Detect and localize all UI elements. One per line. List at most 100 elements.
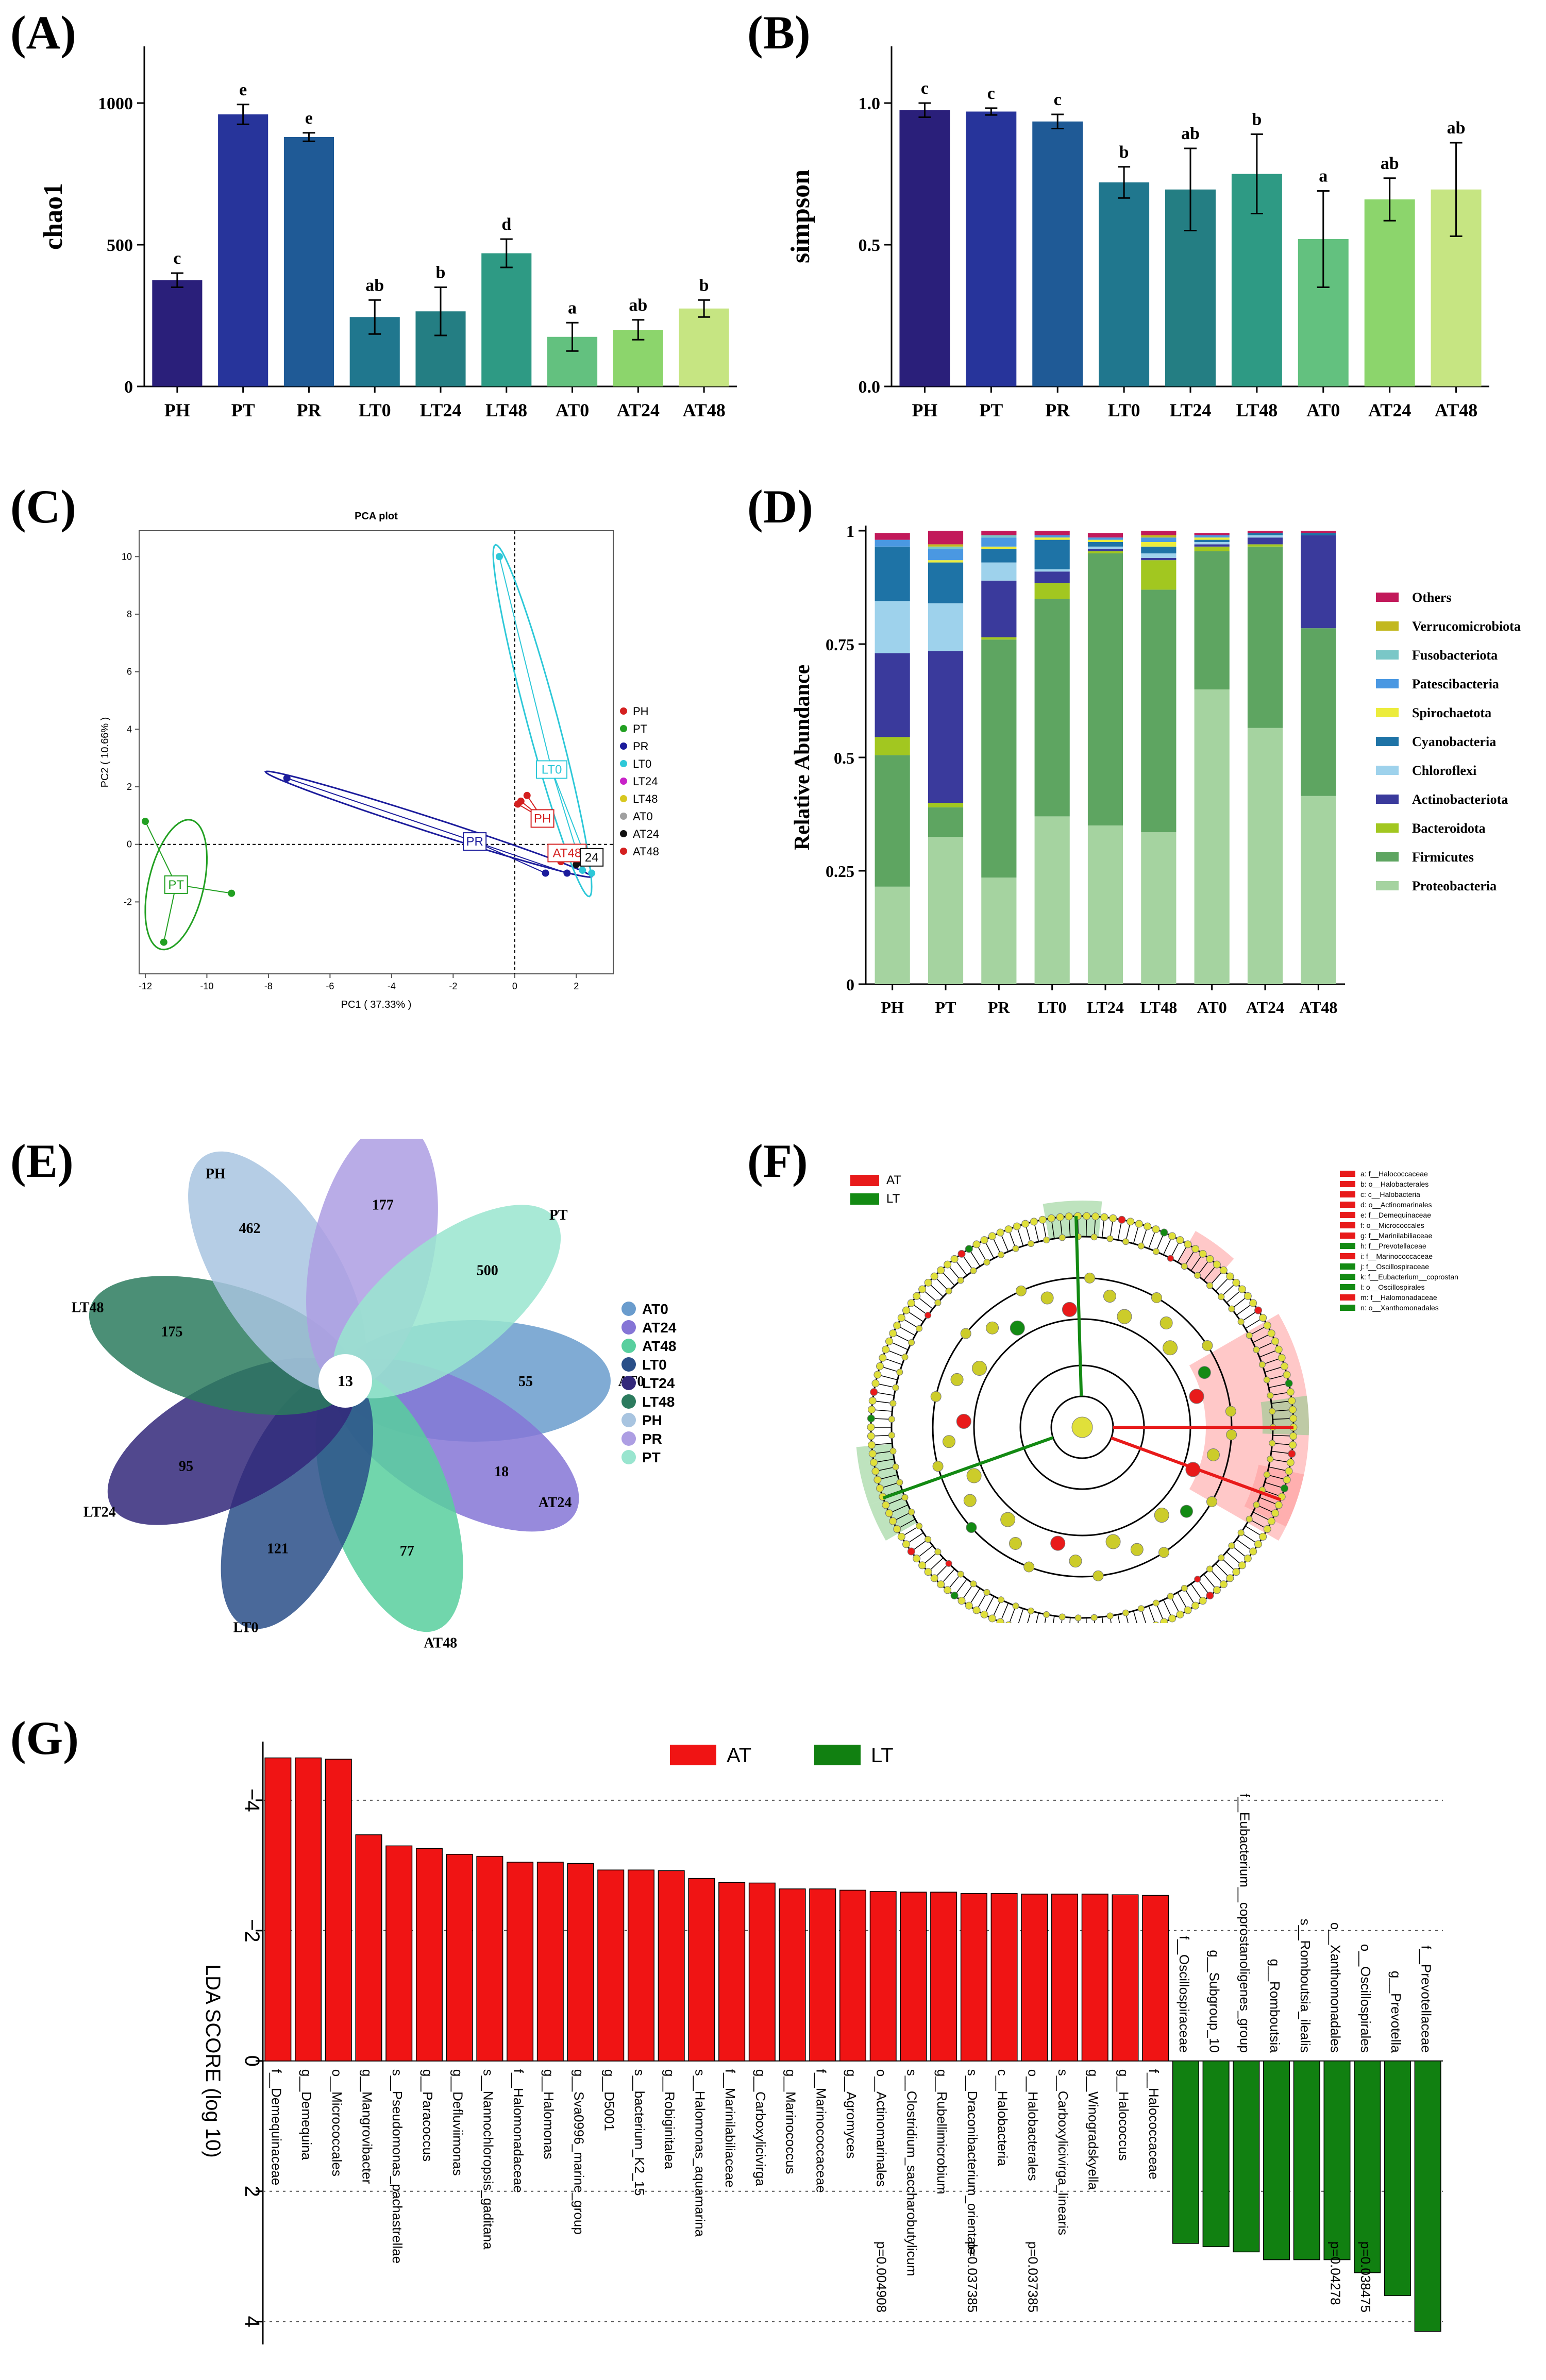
segment-patescibacteria bbox=[1034, 535, 1070, 538]
taxon-node bbox=[945, 1560, 952, 1567]
legend-label-spirochaetota: Spirochaetota bbox=[1412, 705, 1491, 720]
bar-g-d5001 bbox=[597, 1869, 625, 2062]
bar-s-romboutsia-ilealis bbox=[1293, 2061, 1320, 2260]
x-tick-label: AT24 bbox=[617, 400, 660, 420]
taxon-node bbox=[972, 1360, 987, 1376]
clade-swatch bbox=[1340, 1181, 1355, 1187]
taxon-node bbox=[944, 1586, 952, 1594]
taxon-node bbox=[1047, 1214, 1055, 1222]
spoke-pr bbox=[287, 778, 475, 842]
bar-lt48 bbox=[481, 253, 532, 386]
taxon-node bbox=[1254, 1540, 1262, 1548]
segment-chloroflexi bbox=[1141, 553, 1177, 558]
x-tick-label: -10 bbox=[200, 981, 213, 991]
segment-others bbox=[1247, 531, 1283, 533]
legend-label-cyanobacteria: Cyanobacteria bbox=[1412, 734, 1496, 749]
legend-marker-ph bbox=[621, 1413, 636, 1427]
branch bbox=[1044, 1614, 1047, 1623]
y-tick-label: −2 bbox=[241, 1919, 263, 1943]
taxon-node bbox=[1206, 1592, 1214, 1600]
bar-o-xanthomonadales bbox=[1323, 2061, 1351, 2260]
taxon-node bbox=[901, 1494, 909, 1501]
significance-letter: ab bbox=[1181, 124, 1200, 143]
significance-letter: e bbox=[239, 80, 247, 99]
y-tick-label: 2 bbox=[127, 782, 132, 792]
legend-swatch-bacteroidota bbox=[1376, 823, 1399, 833]
relative-abundance-stacked-bar: 0 0.25 0.5 0.75 1 Relative Abundance PH PT PR LT0… bbox=[791, 522, 1521, 1015]
taxon-node bbox=[1225, 1406, 1236, 1417]
bar-g-halomonas bbox=[536, 1862, 564, 2062]
legend-label-bacteroidota: Bacteroidota bbox=[1412, 821, 1486, 836]
taxon-label: o__Oscillospirales bbox=[1358, 1944, 1373, 2053]
taxon-label: o__Actinomarinales bbox=[874, 2069, 889, 2187]
taxon-label: f__Eubacterium__coprostanoligenes_group bbox=[1237, 1794, 1252, 2053]
taxon-node bbox=[1285, 1467, 1293, 1475]
x-tick-label: PT bbox=[935, 998, 956, 1015]
taxon-node bbox=[1137, 1242, 1145, 1250]
taxon-node bbox=[1027, 1240, 1034, 1247]
bar-f-marinilabiliaceae bbox=[718, 1882, 746, 2062]
taxon-node bbox=[925, 1535, 932, 1543]
significance-letter: b bbox=[1252, 110, 1262, 129]
taxon-node bbox=[1152, 1621, 1160, 1623]
taxon-node bbox=[965, 1245, 973, 1253]
taxon-node bbox=[1259, 1532, 1267, 1541]
group-label-pr: PR bbox=[466, 835, 483, 849]
lda-score-bar-chart: −4 −2 0 2 4 LDA SCORE (log 10) f__Demequinacea… bbox=[201, 1742, 1443, 2344]
taxon-node bbox=[908, 1509, 915, 1516]
taxon-node bbox=[1000, 1512, 1016, 1527]
taxon-label: s__Romboutsia_ilealis bbox=[1298, 1919, 1313, 2053]
taxon-node bbox=[1198, 1366, 1211, 1379]
enriched-branch bbox=[882, 1436, 1054, 1500]
taxon-node bbox=[1288, 1397, 1296, 1405]
bar-lt0 bbox=[1099, 182, 1150, 386]
taxon-node bbox=[1286, 1388, 1295, 1396]
branch bbox=[1125, 1613, 1129, 1623]
petal-label-lt24: LT24 bbox=[83, 1505, 116, 1521]
taxon-node bbox=[1160, 1316, 1173, 1330]
segment-bacteroidota bbox=[981, 637, 1017, 640]
taxon-node bbox=[897, 1314, 905, 1322]
legend-label-at: AT bbox=[886, 1173, 901, 1187]
segment-patescibacteria bbox=[928, 549, 964, 561]
legend-swatch-chloroflexi bbox=[1376, 766, 1399, 775]
taxon-node bbox=[1158, 1547, 1170, 1558]
segment-patescibacteria bbox=[875, 539, 910, 547]
taxon-node bbox=[1163, 1340, 1178, 1356]
taxon-label: s__Draconibacterium_orientale bbox=[965, 2069, 980, 2255]
legend-marker-lt48 bbox=[621, 1394, 636, 1409]
group-label-ph: PH bbox=[534, 812, 551, 825]
taxon-node bbox=[1226, 1272, 1234, 1280]
taxon-node bbox=[1012, 1602, 1019, 1610]
y-tick-label: 2 bbox=[241, 2186, 263, 2197]
taxon-node bbox=[1281, 1362, 1289, 1370]
legend-swatch-at bbox=[850, 1175, 879, 1186]
y-tick-label: 4 bbox=[127, 724, 132, 734]
segment-firmicutes bbox=[1301, 628, 1336, 796]
segment-actinobacteriota bbox=[928, 651, 964, 803]
taxon-label: o__Micrococcales bbox=[329, 2069, 345, 2176]
taxon-node bbox=[966, 1522, 977, 1533]
branch bbox=[1110, 1615, 1112, 1623]
x-tick-label: 2 bbox=[574, 981, 579, 991]
taxon-node bbox=[908, 1339, 915, 1346]
bar-o-halobacterales bbox=[1021, 1894, 1048, 2062]
taxon-node bbox=[980, 1610, 988, 1618]
group-label-box bbox=[580, 848, 604, 867]
petal-count-lt48: 175 bbox=[161, 1324, 183, 1340]
taxon-node bbox=[1184, 1240, 1192, 1248]
x-tick-label: AT48 bbox=[1435, 400, 1477, 420]
taxon-node bbox=[1181, 1584, 1188, 1592]
segment-bacteroidota bbox=[875, 737, 910, 755]
bar-g-mangrovibacter bbox=[355, 1834, 382, 2062]
segment-chloroflexi bbox=[928, 603, 964, 651]
segment-proteobacteria bbox=[928, 837, 964, 984]
legend-label-at0: AT0 bbox=[642, 1301, 668, 1317]
taxon-node bbox=[1283, 1371, 1291, 1379]
taxon-node bbox=[1015, 1285, 1027, 1296]
segment-chloroflexi bbox=[1247, 535, 1283, 538]
taxon-node bbox=[871, 1379, 880, 1388]
clade-label: i: f__Marinococcaceae bbox=[1360, 1252, 1433, 1260]
legend-marker-at48 bbox=[621, 1339, 636, 1353]
point-pt bbox=[141, 818, 149, 825]
